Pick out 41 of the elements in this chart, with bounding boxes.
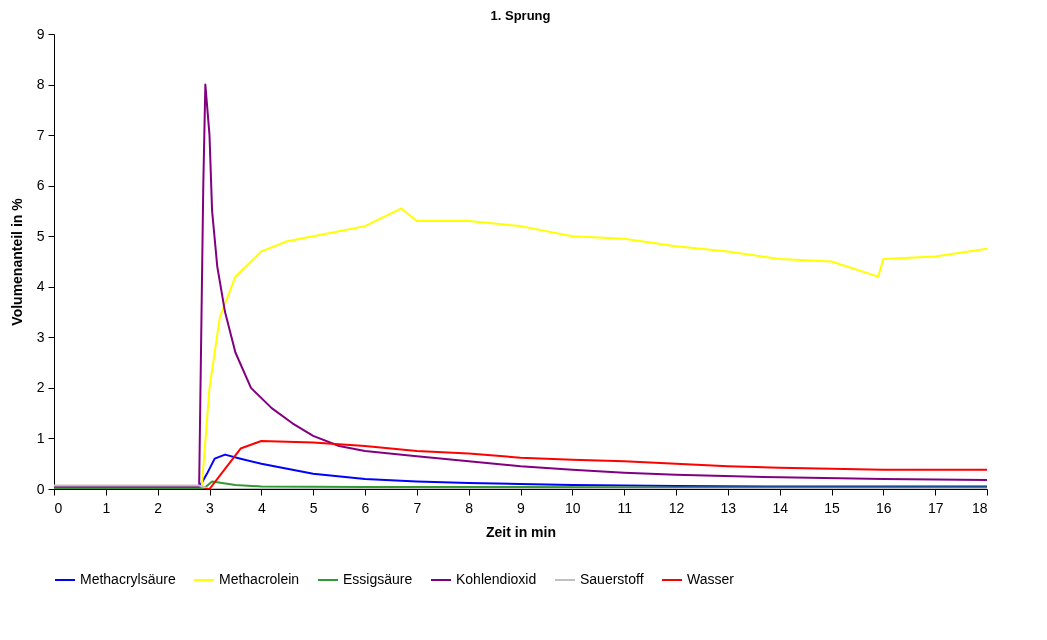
x-tick-label: 1 [102,499,111,516]
y-tick-label: 7 [36,126,45,143]
x-tick-label: 14 [772,499,789,516]
x-tick-label: 13 [720,499,737,516]
x-tick-label: 17 [927,499,944,516]
x-tick-label: 9 [517,499,526,516]
y-tick-label: 4 [36,278,45,295]
y-tick-label: 9 [36,25,45,42]
line-series [200,207,987,489]
legend-label: Methacrylsäure [80,571,176,587]
x-tick-label: 5 [309,499,318,516]
x-tick-label: 8 [465,499,474,516]
y-tick-label: 1 [36,429,45,446]
y-tick-label: 2 [36,379,45,396]
y-tick-label: 6 [36,177,45,194]
y-tick-label: 8 [36,76,45,93]
y-axis-title: Volumenanteil in % [8,197,25,326]
x-tick-label: 10 [565,499,581,516]
x-tick-label: 2 [154,499,163,516]
x-tick-label: 6 [361,499,370,516]
x-tick-label: 3 [206,499,215,516]
x-tick-label: 16 [876,499,892,516]
legend-label: Sauerstoff [580,571,644,587]
x-tick-label: 18 [971,499,988,516]
x-tick-label: 15 [824,499,840,516]
legend-label: Wasser [687,571,735,587]
legend-label: Methacrolein [219,571,300,587]
x-tick-label: 7 [413,499,422,516]
x-tick-label: 4 [257,499,266,516]
legend-label: Kohlendioxid [456,571,537,587]
x-tick-label: 11 [617,499,633,516]
line-series [203,439,987,489]
x-axis-title: Zeit in min [486,523,556,540]
line-series [198,453,987,489]
y-tick-label: 0 [36,480,45,497]
y-tick-label: 3 [36,328,45,345]
x-tick-label: 12 [668,499,685,516]
chart-title: 1. Sprung [490,8,551,23]
legend-label: Essigsäure [343,571,413,587]
y-tick-label: 5 [36,227,45,244]
x-tick-label: 0 [54,499,63,516]
